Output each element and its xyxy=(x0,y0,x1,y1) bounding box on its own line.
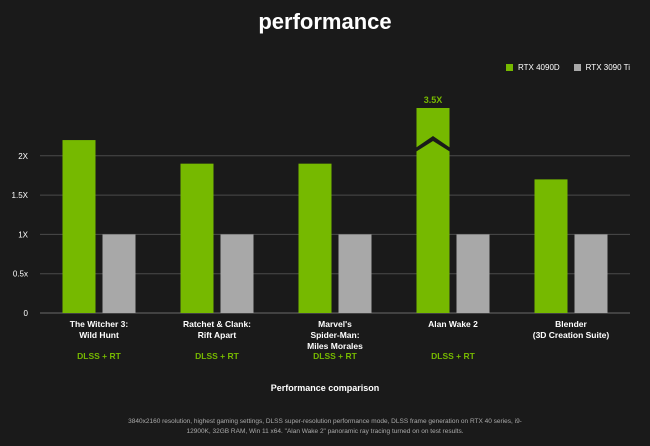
bar xyxy=(220,234,254,313)
category-label: Alan Wake 2 xyxy=(428,319,478,329)
legend-item-series-2: RTX 3090 Ti xyxy=(573,63,630,72)
category-label: Miles Morales xyxy=(307,341,363,351)
bar xyxy=(338,234,372,313)
category-label: The Witcher 3: xyxy=(70,319,129,329)
y-tick-label: 1.5X xyxy=(12,191,29,200)
y-tick-label: 0 xyxy=(24,309,29,318)
legend-swatch-series-2 xyxy=(573,64,581,71)
legend: RTX 4090D RTX 3090 Ti xyxy=(506,63,630,72)
category-label: Ratchet & Clank: xyxy=(183,319,251,329)
category-tag: DLSS + RT xyxy=(77,351,121,361)
category-label: (3D Creation Suite) xyxy=(533,330,610,340)
category-label: Blender xyxy=(555,319,587,329)
legend-label-series-1: RTX 4090D xyxy=(518,63,560,72)
legend-item-series-1: RTX 4090D xyxy=(506,63,560,72)
category-label: Marvel's xyxy=(318,319,352,329)
legend-swatch-series-1 xyxy=(506,64,514,71)
bar xyxy=(298,163,332,313)
bar xyxy=(180,163,214,313)
footnote: 3840x2160 resolution, highest gaming set… xyxy=(128,418,522,435)
category-label: Wild Hunt xyxy=(79,330,119,340)
x-axis-title: Performance comparison xyxy=(270,383,380,393)
y-tick-label: 0.5x xyxy=(13,270,28,279)
bar xyxy=(456,234,490,313)
bar xyxy=(574,234,608,313)
bar xyxy=(416,108,450,313)
axis-break-mark xyxy=(415,136,451,152)
bar xyxy=(62,140,96,313)
category-tag: DLSS + RT xyxy=(313,351,357,361)
category-tag: DLSS + RT xyxy=(195,351,239,361)
category-tag: DLSS + RT xyxy=(431,351,475,361)
bar xyxy=(534,179,568,313)
y-tick-label: 1X xyxy=(18,230,28,239)
chart-title: performance xyxy=(258,9,392,34)
bar xyxy=(102,234,136,313)
y-tick-label: 2X xyxy=(18,152,28,161)
data-label: 3.5X xyxy=(424,95,443,105)
legend-label-series-2: RTX 3090 Ti xyxy=(585,63,630,72)
category-label: Rift Apart xyxy=(198,330,237,340)
category-label: Spider-Man: xyxy=(310,330,359,340)
